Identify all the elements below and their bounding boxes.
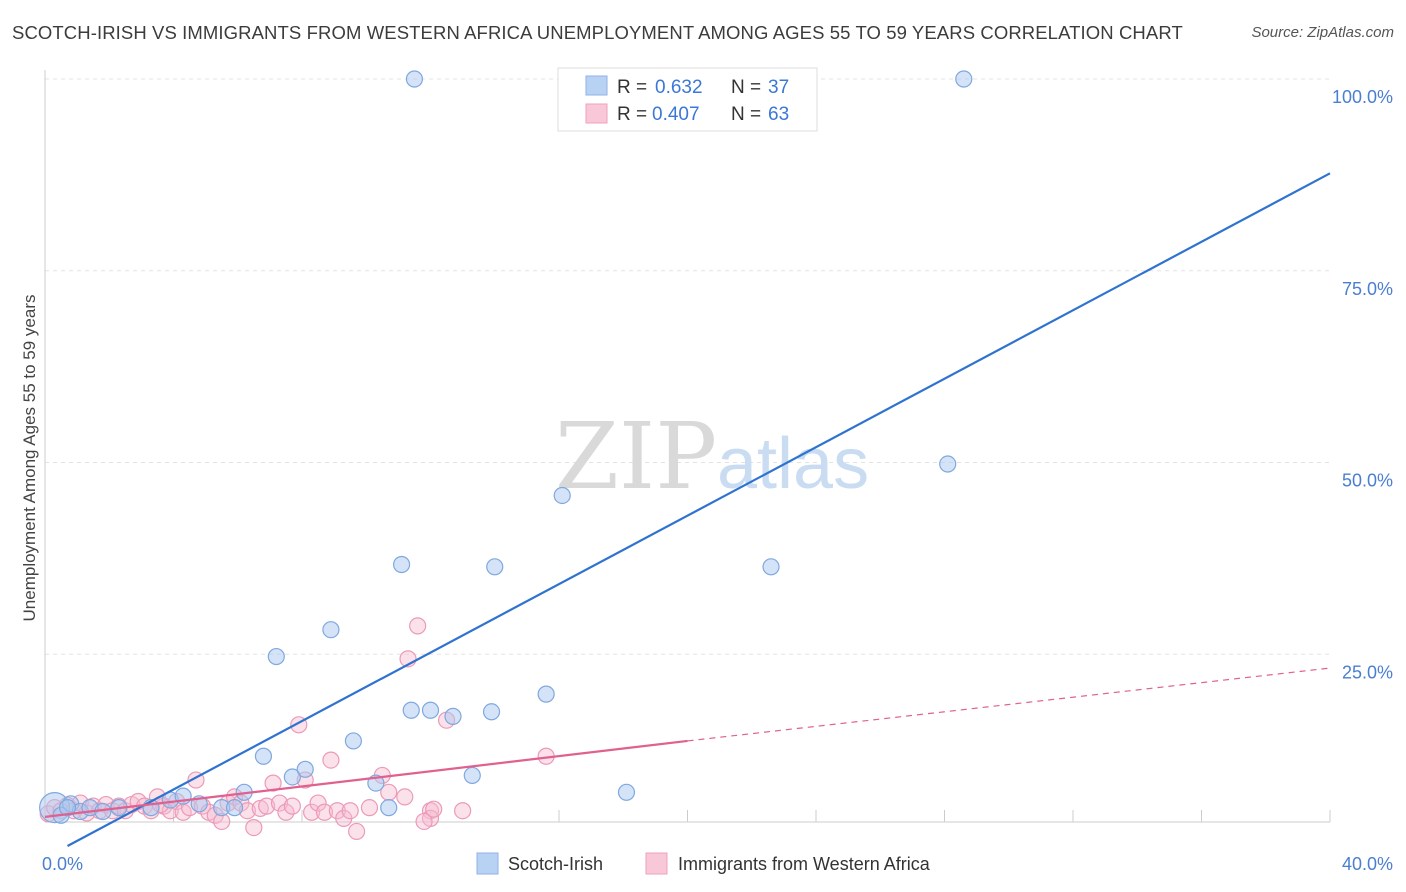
y-tick-label-0: 25.0% <box>1342 662 1393 682</box>
wafrica-point-37 <box>277 803 295 821</box>
legend-n-label-2: N = <box>731 104 761 125</box>
scotch-irish-point-31 <box>762 558 780 576</box>
scotch-irish-point-15 <box>283 768 301 786</box>
wafrica-point-32 <box>245 818 263 837</box>
wafrica-point-36 <box>270 794 289 812</box>
legend-r-label-2: R = <box>617 104 647 125</box>
x-tick-label-0: 0.0% <box>42 854 83 874</box>
scotch-irish-point-28 <box>537 685 555 703</box>
wafrica-point-59 <box>396 788 414 806</box>
scotch-irish-point-25 <box>463 766 481 785</box>
legend-swatch-wafrica <box>585 103 608 124</box>
trendlines <box>44 172 1331 847</box>
wafrica-point-57 <box>454 802 472 820</box>
scotch-irish-point-14 <box>267 647 285 666</box>
legend-n-value-2: 63 <box>768 104 789 125</box>
scotch-irish-point-32 <box>939 455 957 473</box>
scotch-irish-points <box>39 70 973 824</box>
legend-r-value-1: 0.632 <box>655 77 703 98</box>
y-axis-label: Unemployment Among Ages 55 to 59 years <box>20 295 39 622</box>
y-tick-labels: 25.0% 50.0% 75.0% 100.0% <box>1332 87 1393 682</box>
legend-r-value-2: 0.407 <box>652 104 700 125</box>
correlation-legend: R = 0.632 N = 37 R = 0.407 N = 63 <box>557 67 818 132</box>
legend-r-label-1: R = <box>617 77 647 98</box>
scotch-irish-point-26 <box>482 703 501 721</box>
wafrica-trendline-1 <box>44 739 688 818</box>
scotch-irish-point-36 <box>225 799 244 817</box>
bottom-legend-label-scotch-irish: Scotch-Irish <box>508 854 603 874</box>
wafrica-point-34 <box>258 797 276 815</box>
wafrica-point-41 <box>303 803 321 821</box>
grid <box>45 78 1330 655</box>
wafrica-point-47 <box>341 802 359 820</box>
bottom-legend-swatch-wafrica <box>645 852 668 875</box>
wafrica-point-43 <box>315 803 334 821</box>
scotch-irish-point-16 <box>296 760 314 778</box>
chart-title: SCOTCH-IRISH VS IMMIGRANTS FROM WESTERN … <box>12 22 1183 43</box>
scotch-irish-point-34 <box>955 70 973 88</box>
scotch-irish-point-13 <box>254 747 273 765</box>
y-tick-label-2: 75.0% <box>1342 279 1393 299</box>
wafrica-point-49 <box>360 799 379 817</box>
legend-swatch-scotch-irish <box>585 75 608 96</box>
scotch-irish-point-18 <box>344 732 362 750</box>
wafrica-point-48 <box>348 822 366 841</box>
scotch-irish-point-24 <box>444 707 462 725</box>
source-label: Source: ZipAtlas.com <box>1251 24 1394 41</box>
scotch-irish-point-33 <box>405 70 424 88</box>
scotch-irish-point-21 <box>392 555 411 574</box>
scotch-irish-point-17 <box>322 621 340 639</box>
scotch-irish-point-20 <box>380 799 398 817</box>
scotch-irish-point-27 <box>486 558 504 576</box>
legend-n-label-1: N = <box>731 77 761 98</box>
wafrica-point-35 <box>264 774 282 792</box>
series-legend: Scotch-Irish Immigrants from Western Afr… <box>476 852 931 875</box>
bottom-legend-swatch-scotch-irish <box>476 852 499 875</box>
wafrica-trendline-2 <box>687 667 1331 742</box>
scotch-irish-point-23 <box>421 701 440 719</box>
x-tick-label-1: 40.0% <box>1342 854 1393 874</box>
y-tick-label-3: 100.0% <box>1332 87 1393 107</box>
wafrica-point-60 <box>415 812 433 831</box>
x-tick-labels: 0.0% 40.0% <box>42 854 1393 874</box>
bottom-legend-label-wafrica: Immigrants from Western Africa <box>678 854 931 874</box>
wafrica-point-44 <box>322 751 340 769</box>
watermark-zip: ZIP <box>555 403 717 510</box>
wafrica-point-53 <box>409 617 427 635</box>
scotch-irish-point-29 <box>553 486 571 505</box>
watermark: ZIP atlas <box>555 403 869 510</box>
scotch-irish-point-22 <box>402 701 420 719</box>
watermark-atlas: atlas <box>717 424 869 504</box>
y-tick-label-1: 50.0% <box>1342 471 1393 491</box>
scotch-irish-trendline-0 <box>66 172 1331 847</box>
scotch-irish-point-30 <box>617 783 636 801</box>
scotch-irish-point-35 <box>58 799 77 817</box>
wafrica-point-61 <box>425 800 443 818</box>
wafrica-point-42 <box>309 794 327 812</box>
legend-n-value-1: 37 <box>768 77 789 98</box>
wafrica-point-38 <box>283 797 301 815</box>
